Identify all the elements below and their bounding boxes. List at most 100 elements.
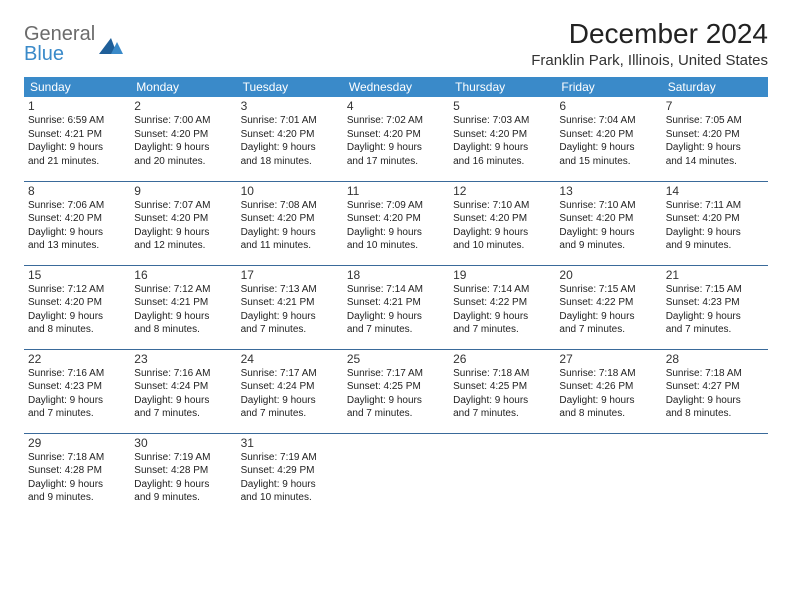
day-info-line: and 7 minutes. — [666, 323, 764, 337]
calendar-day-cell: 10Sunrise: 7:08 AMSunset: 4:20 PMDayligh… — [237, 181, 343, 265]
day-info-line: Daylight: 9 hours — [241, 478, 339, 492]
day-info-line: Daylight: 9 hours — [347, 141, 445, 155]
calendar-day-cell: 28Sunrise: 7:18 AMSunset: 4:27 PMDayligh… — [662, 349, 768, 433]
day-info-line: Sunset: 4:22 PM — [453, 296, 551, 310]
day-info-line: Daylight: 9 hours — [134, 226, 232, 240]
weekday-header: Sunday — [24, 77, 130, 97]
day-number: 2 — [134, 99, 232, 113]
day-number: 17 — [241, 268, 339, 282]
day-info-line: Daylight: 9 hours — [28, 478, 126, 492]
day-number: 29 — [28, 436, 126, 450]
day-info-line: and 11 minutes. — [241, 239, 339, 253]
day-info-line: Daylight: 9 hours — [134, 141, 232, 155]
day-info-line: and 9 minutes. — [28, 491, 126, 505]
day-info-line: Sunset: 4:24 PM — [241, 380, 339, 394]
day-number: 7 — [666, 99, 764, 113]
logo-text-top: General — [24, 24, 95, 44]
day-info-line: Sunrise: 7:12 AM — [28, 283, 126, 297]
day-info-line: and 21 minutes. — [28, 155, 126, 169]
calendar-body: 1Sunrise: 6:59 AMSunset: 4:21 PMDaylight… — [24, 97, 768, 517]
day-info-line: and 10 minutes. — [241, 491, 339, 505]
weekday-header: Monday — [130, 77, 236, 97]
day-info-line: and 9 minutes. — [666, 239, 764, 253]
day-number: 22 — [28, 352, 126, 366]
day-number: 23 — [134, 352, 232, 366]
day-info-line: Daylight: 9 hours — [453, 226, 551, 240]
day-info-line: Sunset: 4:20 PM — [559, 128, 657, 142]
day-number: 3 — [241, 99, 339, 113]
calendar-day-cell — [662, 433, 768, 517]
calendar-day-cell — [449, 433, 555, 517]
weekday-header: Wednesday — [343, 77, 449, 97]
day-number: 31 — [241, 436, 339, 450]
day-info-line: Sunrise: 7:06 AM — [28, 199, 126, 213]
calendar-day-cell: 2Sunrise: 7:00 AMSunset: 4:20 PMDaylight… — [130, 97, 236, 181]
day-info-line: Sunrise: 7:00 AM — [134, 114, 232, 128]
calendar-week-row: 15Sunrise: 7:12 AMSunset: 4:20 PMDayligh… — [24, 265, 768, 349]
day-info-line: Sunset: 4:20 PM — [134, 128, 232, 142]
calendar-table: Sunday Monday Tuesday Wednesday Thursday… — [24, 77, 768, 517]
calendar-day-cell: 7Sunrise: 7:05 AMSunset: 4:20 PMDaylight… — [662, 97, 768, 181]
day-info-line: and 7 minutes. — [559, 323, 657, 337]
calendar-day-cell: 23Sunrise: 7:16 AMSunset: 4:24 PMDayligh… — [130, 349, 236, 433]
day-info-line: Sunset: 4:24 PM — [134, 380, 232, 394]
title-block: December 2024 Franklin Park, Illinois, U… — [531, 18, 768, 69]
day-info-line: Sunrise: 7:19 AM — [134, 451, 232, 465]
day-info-line: Sunrise: 7:14 AM — [453, 283, 551, 297]
day-info-line: Daylight: 9 hours — [134, 478, 232, 492]
day-info-line: Sunrise: 7:18 AM — [453, 367, 551, 381]
day-info-line: and 8 minutes. — [666, 407, 764, 421]
day-info-line: Daylight: 9 hours — [347, 394, 445, 408]
calendar-day-cell: 1Sunrise: 6:59 AMSunset: 4:21 PMDaylight… — [24, 97, 130, 181]
day-info-line: Sunrise: 7:17 AM — [241, 367, 339, 381]
day-info-line: Sunrise: 7:12 AM — [134, 283, 232, 297]
day-number: 18 — [347, 268, 445, 282]
day-info-line: Daylight: 9 hours — [559, 310, 657, 324]
day-info-line: Sunset: 4:20 PM — [241, 128, 339, 142]
day-info-line: Daylight: 9 hours — [28, 141, 126, 155]
day-info-line: Sunset: 4:20 PM — [347, 128, 445, 142]
calendar-day-cell: 21Sunrise: 7:15 AMSunset: 4:23 PMDayligh… — [662, 265, 768, 349]
day-number: 6 — [559, 99, 657, 113]
calendar-day-cell — [555, 433, 661, 517]
day-info-line: Sunset: 4:20 PM — [134, 212, 232, 226]
day-info-line: Sunrise: 7:13 AM — [241, 283, 339, 297]
day-number: 19 — [453, 268, 551, 282]
day-info-line: Daylight: 9 hours — [559, 226, 657, 240]
calendar-day-cell: 13Sunrise: 7:10 AMSunset: 4:20 PMDayligh… — [555, 181, 661, 265]
day-number: 12 — [453, 184, 551, 198]
day-number: 1 — [28, 99, 126, 113]
calendar-day-cell — [343, 433, 449, 517]
day-info-line: Sunrise: 7:04 AM — [559, 114, 657, 128]
day-info-line: and 8 minutes. — [134, 323, 232, 337]
calendar-day-cell: 14Sunrise: 7:11 AMSunset: 4:20 PMDayligh… — [662, 181, 768, 265]
day-info-line: Daylight: 9 hours — [666, 226, 764, 240]
day-info-line: Sunrise: 7:01 AM — [241, 114, 339, 128]
day-info-line: Sunrise: 7:10 AM — [453, 199, 551, 213]
day-info-line: Sunset: 4:20 PM — [666, 212, 764, 226]
day-info-line: Sunset: 4:20 PM — [347, 212, 445, 226]
day-info-line: Daylight: 9 hours — [241, 226, 339, 240]
day-info-line: Sunset: 4:20 PM — [559, 212, 657, 226]
day-info-line: Sunrise: 7:15 AM — [666, 283, 764, 297]
day-info-line: Sunrise: 7:18 AM — [559, 367, 657, 381]
day-info-line: and 9 minutes. — [134, 491, 232, 505]
day-number: 13 — [559, 184, 657, 198]
day-number: 25 — [347, 352, 445, 366]
day-info-line: Sunset: 4:22 PM — [559, 296, 657, 310]
calendar-day-cell: 22Sunrise: 7:16 AMSunset: 4:23 PMDayligh… — [24, 349, 130, 433]
day-info-line: Sunset: 4:21 PM — [28, 128, 126, 142]
day-number: 11 — [347, 184, 445, 198]
day-number: 21 — [666, 268, 764, 282]
day-info-line: Sunset: 4:25 PM — [453, 380, 551, 394]
day-info-line: Daylight: 9 hours — [559, 141, 657, 155]
day-info-line: Sunrise: 7:05 AM — [666, 114, 764, 128]
day-info-line: Daylight: 9 hours — [347, 226, 445, 240]
calendar-week-row: 22Sunrise: 7:16 AMSunset: 4:23 PMDayligh… — [24, 349, 768, 433]
day-number: 24 — [241, 352, 339, 366]
calendar-week-row: 1Sunrise: 6:59 AMSunset: 4:21 PMDaylight… — [24, 97, 768, 181]
day-info-line: Daylight: 9 hours — [28, 310, 126, 324]
day-info-line: and 14 minutes. — [666, 155, 764, 169]
day-info-line: Sunset: 4:21 PM — [241, 296, 339, 310]
day-info-line: Daylight: 9 hours — [453, 310, 551, 324]
